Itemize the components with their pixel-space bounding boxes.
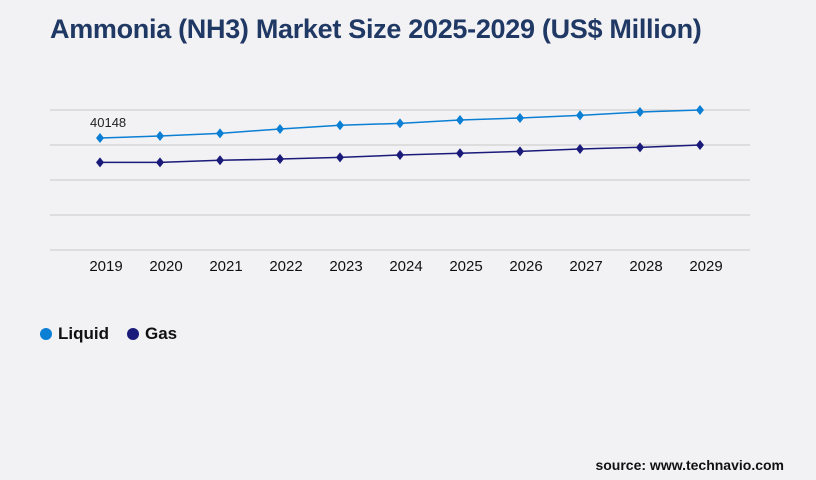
data-point-liquid xyxy=(216,128,224,139)
x-tick-label: 2023 xyxy=(329,258,362,275)
chart-title: Ammonia (NH3) Market Size 2025-2029 (US$… xyxy=(50,14,702,44)
x-tick-label: 2025 xyxy=(449,258,482,275)
x-tick-label: 2024 xyxy=(389,258,422,275)
data-point-gas xyxy=(336,152,344,163)
data-point-gas xyxy=(456,148,464,159)
x-tick-label: 2029 xyxy=(689,258,722,275)
data-point-liquid xyxy=(636,107,644,118)
data-point-liquid xyxy=(336,120,344,131)
data-point-liquid xyxy=(696,105,704,116)
x-tick-label: 2019 xyxy=(89,258,122,275)
x-tick-label: 2028 xyxy=(629,258,662,275)
data-point-gas xyxy=(96,157,104,168)
data-point-liquid xyxy=(456,115,464,126)
x-tick-label: 2022 xyxy=(269,258,302,275)
legend-label-gas: Gas xyxy=(144,324,178,343)
data-point-liquid xyxy=(576,110,584,121)
x-tick-label: 2026 xyxy=(509,258,542,275)
data-point-gas xyxy=(696,140,704,151)
data-point-liquid xyxy=(396,118,404,129)
legend-item-gas[interactable]: Gas xyxy=(126,324,178,344)
data-point-liquid xyxy=(156,131,164,142)
data-point-gas xyxy=(576,144,584,155)
legend-item-liquid[interactable]: Liquid xyxy=(40,324,109,344)
x-tick-label: 2027 xyxy=(569,258,602,275)
data-label: 40148 xyxy=(90,115,126,130)
legend-marker-liquid xyxy=(40,328,52,340)
legend-marker-gas xyxy=(126,328,139,340)
legend-label-liquid: Liquid xyxy=(58,324,109,343)
data-point-liquid xyxy=(516,113,524,124)
data-point-gas xyxy=(396,150,404,161)
data-point-gas xyxy=(216,155,224,166)
data-point-gas xyxy=(156,157,164,168)
x-tick-label: 2020 xyxy=(149,258,182,275)
data-point-gas xyxy=(516,146,524,157)
data-point-liquid xyxy=(96,133,104,144)
source-text: source: www.technavio.com xyxy=(595,457,784,473)
legend: Liquid Gas xyxy=(40,324,177,344)
x-tick-label: 2021 xyxy=(209,258,242,275)
data-point-gas xyxy=(636,142,644,153)
data-point-liquid xyxy=(276,124,284,135)
data-point-gas xyxy=(276,154,284,165)
